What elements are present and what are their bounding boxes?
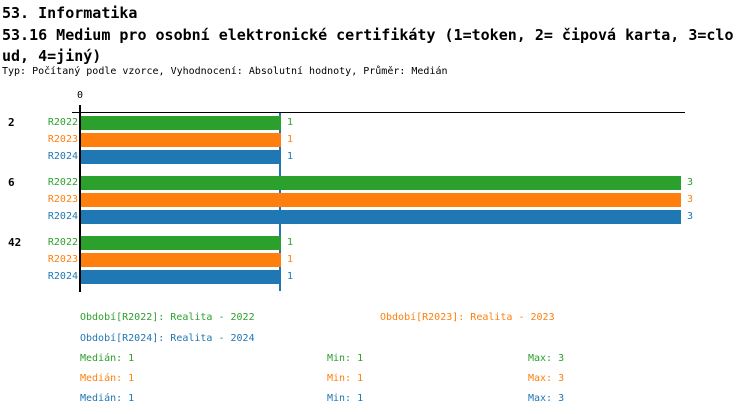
series-label-R2022: R2022 — [47, 117, 78, 128]
series-label-R2022: R2022 — [47, 177, 78, 188]
bar-R2023-cat-42 — [81, 253, 281, 267]
bar-R2023-cat-2 — [81, 133, 281, 147]
stat-median-r2024: Medián: 1 — [80, 393, 135, 404]
series-label-R2024: R2024 — [47, 151, 78, 162]
stat-max-r2023: Max: 3 — [528, 373, 565, 384]
stat-max-r2024: Max: 3 — [528, 393, 565, 404]
bar-value-R2022-cat-6: 3 — [687, 177, 694, 188]
series-label-R2023: R2023 — [47, 134, 78, 145]
section-title: 53. Informatika — [2, 4, 138, 22]
bar-value-R2022-cat-2: 1 — [287, 117, 294, 128]
bar-R2024-cat-2 — [81, 150, 281, 164]
category-label-42: 42 — [8, 236, 22, 249]
bar-value-R2024-cat-42: 1 — [287, 271, 294, 282]
chart-meta-line: Typ: Počítaný podle vzorce, Vyhodnocení:… — [2, 66, 448, 77]
series-label-R2024: R2024 — [47, 271, 78, 282]
stat-min-r2023: Min: 1 — [327, 373, 364, 384]
legend-item-r2024: Období[R2024]: Realita - 2024 — [80, 333, 255, 344]
bar-value-R2024-cat-2: 1 — [287, 151, 294, 162]
stat-max-r2022: Max: 3 — [528, 353, 565, 364]
bar-value-R2024-cat-6: 3 — [687, 211, 694, 222]
category-label-6: 6 — [8, 176, 15, 189]
series-label-R2023: R2023 — [47, 194, 78, 205]
question-title-line1: 53.16 Medium pro osobní elektronické cer… — [2, 26, 734, 44]
y-axis-line — [79, 105, 81, 292]
legend-item-r2023: Období[R2023]: Realita - 2023 — [380, 312, 555, 323]
bar-R2022-cat-42 — [81, 236, 281, 250]
bar-R2023-cat-6 — [81, 193, 681, 207]
series-label-R2022: R2022 — [47, 237, 78, 248]
bar-value-R2023-cat-42: 1 — [287, 254, 294, 265]
legend-item-r2022: Období[R2022]: Realita - 2022 — [80, 312, 255, 323]
bar-value-R2023-cat-6: 3 — [687, 194, 694, 205]
bar-value-R2022-cat-42: 1 — [287, 237, 294, 248]
bar-R2022-cat-6 — [81, 176, 681, 190]
question-title-line2: ud, 4=jiný) — [2, 47, 102, 65]
series-label-R2023: R2023 — [47, 254, 78, 265]
x-axis-tick-label-0: 0 — [76, 90, 84, 101]
stat-min-r2022: Min: 1 — [327, 353, 364, 364]
stat-median-r2022: Medián: 1 — [80, 353, 135, 364]
category-label-2: 2 — [8, 116, 15, 129]
bar-value-R2023-cat-2: 1 — [287, 134, 294, 145]
stat-median-r2023: Medián: 1 — [80, 373, 135, 384]
x-axis-line — [72, 112, 685, 113]
bar-R2024-cat-42 — [81, 270, 281, 284]
stat-min-r2024: Min: 1 — [327, 393, 364, 404]
series-label-R2024: R2024 — [47, 211, 78, 222]
bar-R2022-cat-2 — [81, 116, 281, 130]
bar-R2024-cat-6 — [81, 210, 681, 224]
